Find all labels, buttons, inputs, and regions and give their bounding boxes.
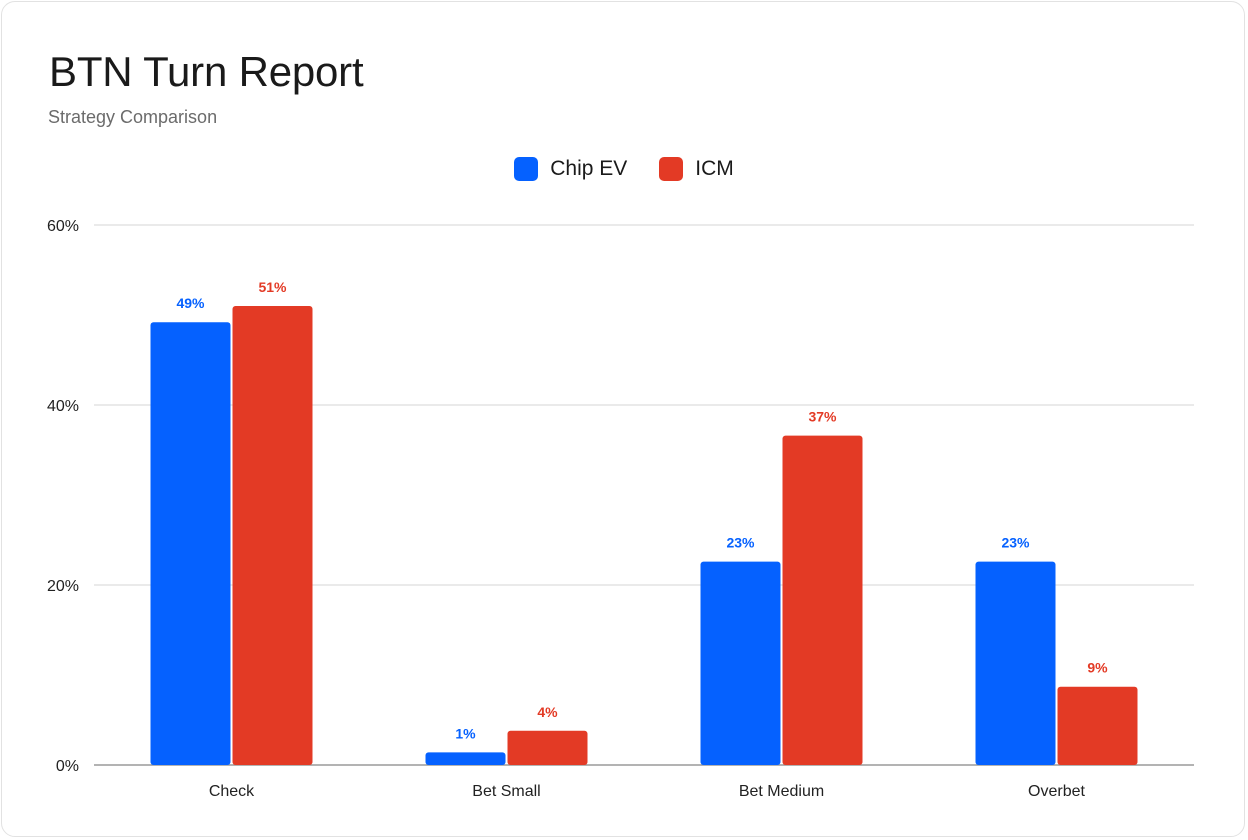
- legend-label-icm: ICM: [695, 157, 734, 180]
- bar-chip-ev: [425, 752, 506, 765]
- legend-swatch-icm: [659, 157, 684, 181]
- bar-icm: [782, 435, 863, 765]
- y-tick-label: 0%: [56, 758, 79, 775]
- y-tick-label: 40%: [47, 398, 79, 415]
- data-label-chip-ev: 23%: [1001, 535, 1030, 551]
- bar-chip-ev: [150, 322, 231, 765]
- x-tick-label: Check: [209, 783, 255, 800]
- legend-swatch-chip-ev: [514, 157, 539, 181]
- bar-chip-ev: [975, 561, 1056, 765]
- y-tick-label: 20%: [47, 578, 79, 595]
- bar-icm: [1057, 686, 1138, 765]
- chart-subtitle: Strategy Comparison: [48, 107, 218, 127]
- y-tick-label: 60%: [47, 218, 79, 235]
- data-label-icm: 51%: [258, 279, 287, 295]
- legend-item-icm[interactable]: ICM: [659, 157, 734, 181]
- bar-icm: [507, 730, 588, 765]
- bar-icm: [232, 306, 313, 765]
- bar-chip-ev: [700, 561, 781, 765]
- legend-item-chip-ev[interactable]: Chip EV: [514, 157, 627, 181]
- x-tick-label: Overbet: [1028, 783, 1085, 800]
- data-label-chip-ev: 1%: [455, 725, 476, 741]
- data-label-chip-ev: 23%: [726, 535, 755, 551]
- data-label-chip-ev: 49%: [176, 295, 205, 311]
- data-label-icm: 9%: [1087, 660, 1108, 676]
- data-label-icm: 4%: [537, 704, 558, 720]
- data-label-icm: 37%: [808, 409, 837, 425]
- chart-title: BTN Turn Report: [49, 48, 364, 95]
- legend: Chip EV ICM: [0, 157, 1248, 181]
- legend-label-chip-ev: Chip EV: [550, 157, 628, 180]
- x-tick-label: Bet Medium: [739, 783, 824, 800]
- x-tick-label: Bet Small: [472, 783, 540, 800]
